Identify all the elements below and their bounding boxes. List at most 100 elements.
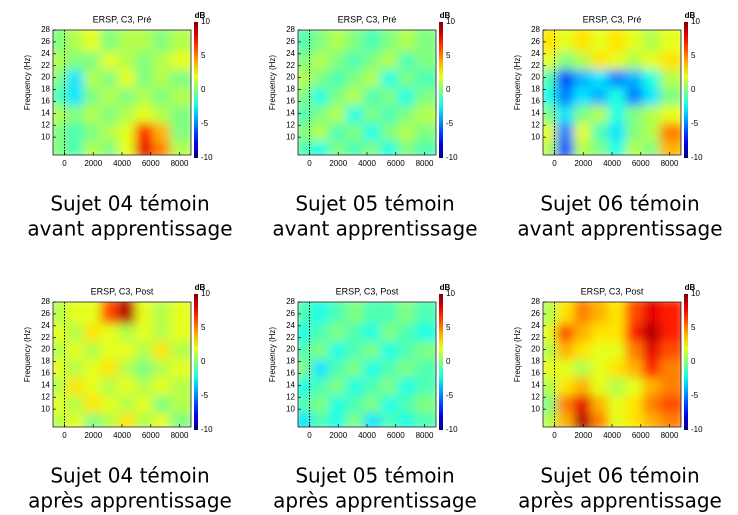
y-tick-label: 16 [41,97,50,106]
colorbar-label: dB [195,283,206,292]
colorbar-tick-label: 0 [691,357,696,366]
heat-cell [414,30,436,52]
y-axis-label: Frequency (Hz) [23,55,32,110]
colorbar-tick-label: 5 [691,51,696,60]
x-tick-label: 2000 [574,431,592,440]
y-axis-label: Frequency (Hz) [268,327,277,382]
y-tick-label: 18 [531,85,540,94]
heat-area [298,302,436,427]
heat-area [53,302,191,427]
y-tick-label: 22 [531,333,540,342]
colorbar-tick-label: -5 [446,119,454,128]
colorbar-tick-label: 10 [691,17,700,26]
heat-cell [169,30,191,52]
caption: Sujet 06 témoin [540,464,699,488]
heat-cell [659,30,681,52]
x-tick-label: 4000 [113,431,131,440]
y-tick-label: 26 [531,309,540,318]
x-tick-label: 0 [307,159,312,168]
heat-cells [53,30,191,155]
caption: Sujet 05 témoin [295,192,454,216]
caption: Sujet 04 témoin [50,192,209,216]
heat-area [53,30,191,155]
x-tick-label: 4000 [113,159,131,168]
y-tick-label: 16 [41,369,50,378]
y-tick-label: 28 [41,297,50,306]
colorbar-tick-label: 0 [201,85,206,94]
y-tick-label: 26 [286,37,295,46]
y-tick-label: 10 [286,404,295,413]
y-tick-label: 22 [41,333,50,342]
chart-panel: 0 2000 4000 6000 8000 10 12 14 16 18 20 22 24 26 28 Fre… [268,283,477,512]
y-axis-label: Frequency (Hz) [513,327,522,382]
y-tick-label: 20 [41,345,50,354]
colorbar-tick-label: -5 [691,119,699,128]
heat-cells [543,30,681,155]
y-tick-label: 28 [531,25,540,34]
x-tick-label: 6000 [142,159,160,168]
caption: avant apprentissage [517,217,722,241]
x-tick-label: 8000 [661,431,679,440]
y-tick-label: 18 [41,357,50,366]
colorbar-tick-label: 0 [201,357,206,366]
x-tick-label: 8000 [416,159,434,168]
y-tick-label: 12 [286,120,295,129]
colorbar-tick-label: 5 [201,51,206,60]
caption: avant apprentissage [272,217,477,241]
y-tick-label: 16 [531,97,540,106]
y-tick-label: 10 [41,132,50,141]
x-tick-label: 4000 [358,431,376,440]
y-tick-label: 16 [286,369,295,378]
y-tick-label: 20 [531,345,540,354]
colorbar-label: dB [440,283,451,292]
colorbar-tick-label: -10 [446,153,458,162]
colorbar-tick-label: -5 [201,119,209,128]
x-tick-label: 0 [307,431,312,440]
caption: Sujet 04 témoin [50,464,209,488]
colorbar-tick-label: 10 [201,17,210,26]
colorbar-tick-label: 5 [446,51,451,60]
caption: avant apprentissage [27,217,232,241]
y-tick-label: 12 [531,392,540,401]
y-tick-label: 26 [286,309,295,318]
y-tick-label: 28 [286,25,295,34]
colorbar-tick-label: 5 [201,323,206,332]
y-tick-label: 14 [531,108,540,117]
x-tick-label: 8000 [171,431,189,440]
heat-cells [543,302,681,427]
chart-panel: 0 2000 4000 6000 8000 10 12 14 16 18 20 22 24 26 28 Fre… [23,11,232,241]
heat-cell [169,302,191,324]
y-tick-label: 24 [286,321,295,330]
x-tick-label: 2000 [84,159,102,168]
y-tick-label: 28 [41,25,50,34]
x-tick-label: 0 [552,159,557,168]
chart-panel: 0 2000 4000 6000 8000 10 12 14 16 18 20 22 24 26 28 Fre… [23,283,232,512]
y-tick-label: 24 [531,321,540,330]
y-tick-label: 18 [286,85,295,94]
heat-cells [53,302,191,427]
chart-title: ERSP, C3, Post [336,286,399,296]
colorbar-tick-label: 0 [446,85,451,94]
heat-cell [659,302,681,324]
colorbar-tick-label: -10 [201,153,213,162]
colorbar-label: dB [195,11,206,20]
colorbar-tick-label: 10 [691,289,700,298]
caption: Sujet 05 témoin [295,464,454,488]
colorbar-tick-label: -5 [201,391,209,400]
y-tick-label: 24 [531,49,540,58]
y-tick-label: 20 [286,345,295,354]
x-tick-label: 8000 [661,159,679,168]
chart-panel: 0 2000 4000 6000 8000 10 12 14 16 18 20 22 24 26 28 Fre… [268,11,477,241]
chart-title: ERSP, C3, Pré [93,14,152,24]
y-tick-label: 14 [286,108,295,117]
y-axis-label: Frequency (Hz) [268,55,277,110]
y-tick-label: 10 [531,404,540,413]
colorbar-tick-label: 5 [446,323,451,332]
y-tick-label: 24 [41,321,50,330]
y-tick-label: 18 [531,357,540,366]
x-tick-label: 4000 [603,159,621,168]
y-tick-label: 16 [531,369,540,378]
colorbar-tick-label: 10 [446,289,455,298]
y-tick-label: 12 [41,120,50,129]
